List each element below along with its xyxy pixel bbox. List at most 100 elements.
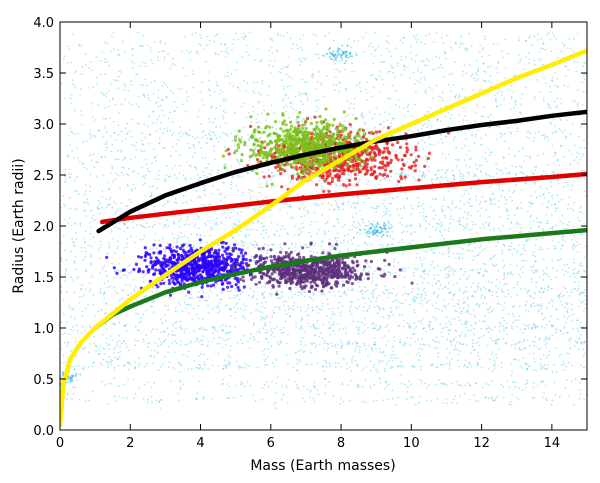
background-point	[93, 342, 96, 345]
background-point	[363, 123, 366, 125]
background-point	[444, 285, 447, 288]
background-point	[432, 338, 434, 341]
background-point	[545, 342, 548, 345]
background-point	[465, 333, 467, 336]
background-point	[206, 35, 209, 38]
background-point	[252, 207, 255, 210]
background-point	[525, 175, 528, 177]
background-point	[519, 171, 522, 174]
background-point	[376, 79, 379, 81]
background-point	[341, 305, 344, 307]
background-point	[481, 55, 484, 58]
background-point	[290, 102, 293, 104]
background-point	[165, 174, 168, 177]
background-point	[463, 211, 466, 213]
background-point	[338, 301, 340, 304]
background-point	[563, 315, 566, 318]
background-point	[201, 339, 204, 342]
background-point	[200, 326, 203, 329]
background-point	[466, 304, 469, 306]
background-point	[461, 173, 464, 176]
background-point	[423, 272, 426, 275]
background-point	[270, 46, 273, 49]
background-point	[500, 288, 503, 291]
background-point	[119, 269, 121, 272]
background-point	[114, 103, 117, 106]
background-point	[175, 177, 178, 180]
background-point	[377, 328, 380, 331]
background-point	[551, 213, 553, 216]
background-point	[536, 217, 538, 219]
background-point	[71, 241, 74, 243]
background-point	[332, 323, 335, 326]
background-point	[102, 135, 105, 138]
background-point	[550, 79, 553, 82]
background-point	[444, 286, 447, 288]
background-point	[577, 217, 580, 220]
background-point	[494, 94, 497, 97]
background-point	[525, 304, 527, 307]
background-point	[388, 50, 391, 53]
background-point	[404, 66, 406, 68]
background-point	[302, 385, 305, 388]
background-point	[311, 309, 314, 312]
background-point	[431, 260, 434, 263]
background-point	[97, 208, 99, 211]
background-point	[406, 293, 409, 295]
background-point	[428, 324, 431, 327]
background-point	[290, 215, 293, 218]
background-point	[536, 221, 539, 224]
background-point	[547, 354, 550, 357]
background-point	[298, 208, 301, 211]
background-point	[110, 83, 112, 86]
background-point	[430, 180, 433, 183]
background-point	[396, 65, 399, 67]
background-point	[141, 166, 143, 169]
background-point	[113, 395, 116, 398]
background-point	[375, 324, 378, 327]
background-point	[421, 215, 424, 218]
background-point	[261, 350, 264, 352]
background-point	[482, 320, 485, 323]
background-point	[164, 224, 167, 227]
background-point	[364, 401, 367, 404]
background-point	[535, 238, 538, 241]
background-point	[466, 298, 469, 300]
background-point	[238, 163, 241, 165]
background-point	[317, 308, 320, 311]
background-point	[340, 346, 343, 349]
background-point	[575, 319, 578, 321]
background-point	[489, 197, 492, 200]
background-point	[77, 275, 79, 278]
background-point	[113, 348, 116, 351]
background-point	[387, 209, 390, 212]
background-point	[584, 307, 587, 310]
background-point	[118, 222, 120, 224]
background-point	[440, 96, 443, 99]
background-point	[236, 176, 239, 179]
background-point	[498, 125, 501, 128]
background-point	[570, 239, 573, 241]
background-point	[356, 226, 358, 229]
background-point	[194, 285, 197, 288]
background-point	[401, 139, 404, 142]
background-point	[269, 295, 272, 297]
background-point	[444, 306, 447, 309]
background-point	[447, 125, 450, 128]
background-point	[236, 302, 239, 304]
background-point	[161, 99, 164, 101]
background-point	[417, 67, 420, 70]
background-point	[232, 222, 235, 225]
background-point	[514, 358, 517, 360]
background-point	[112, 322, 115, 325]
background-point	[363, 277, 365, 280]
background-point	[534, 260, 537, 263]
background-point	[476, 74, 479, 76]
background-point	[317, 53, 320, 56]
background-point	[116, 344, 118, 347]
background-point	[425, 89, 428, 92]
background-point	[189, 304, 192, 306]
background-point	[392, 287, 395, 290]
background-point	[561, 364, 563, 367]
background-point	[483, 314, 486, 317]
